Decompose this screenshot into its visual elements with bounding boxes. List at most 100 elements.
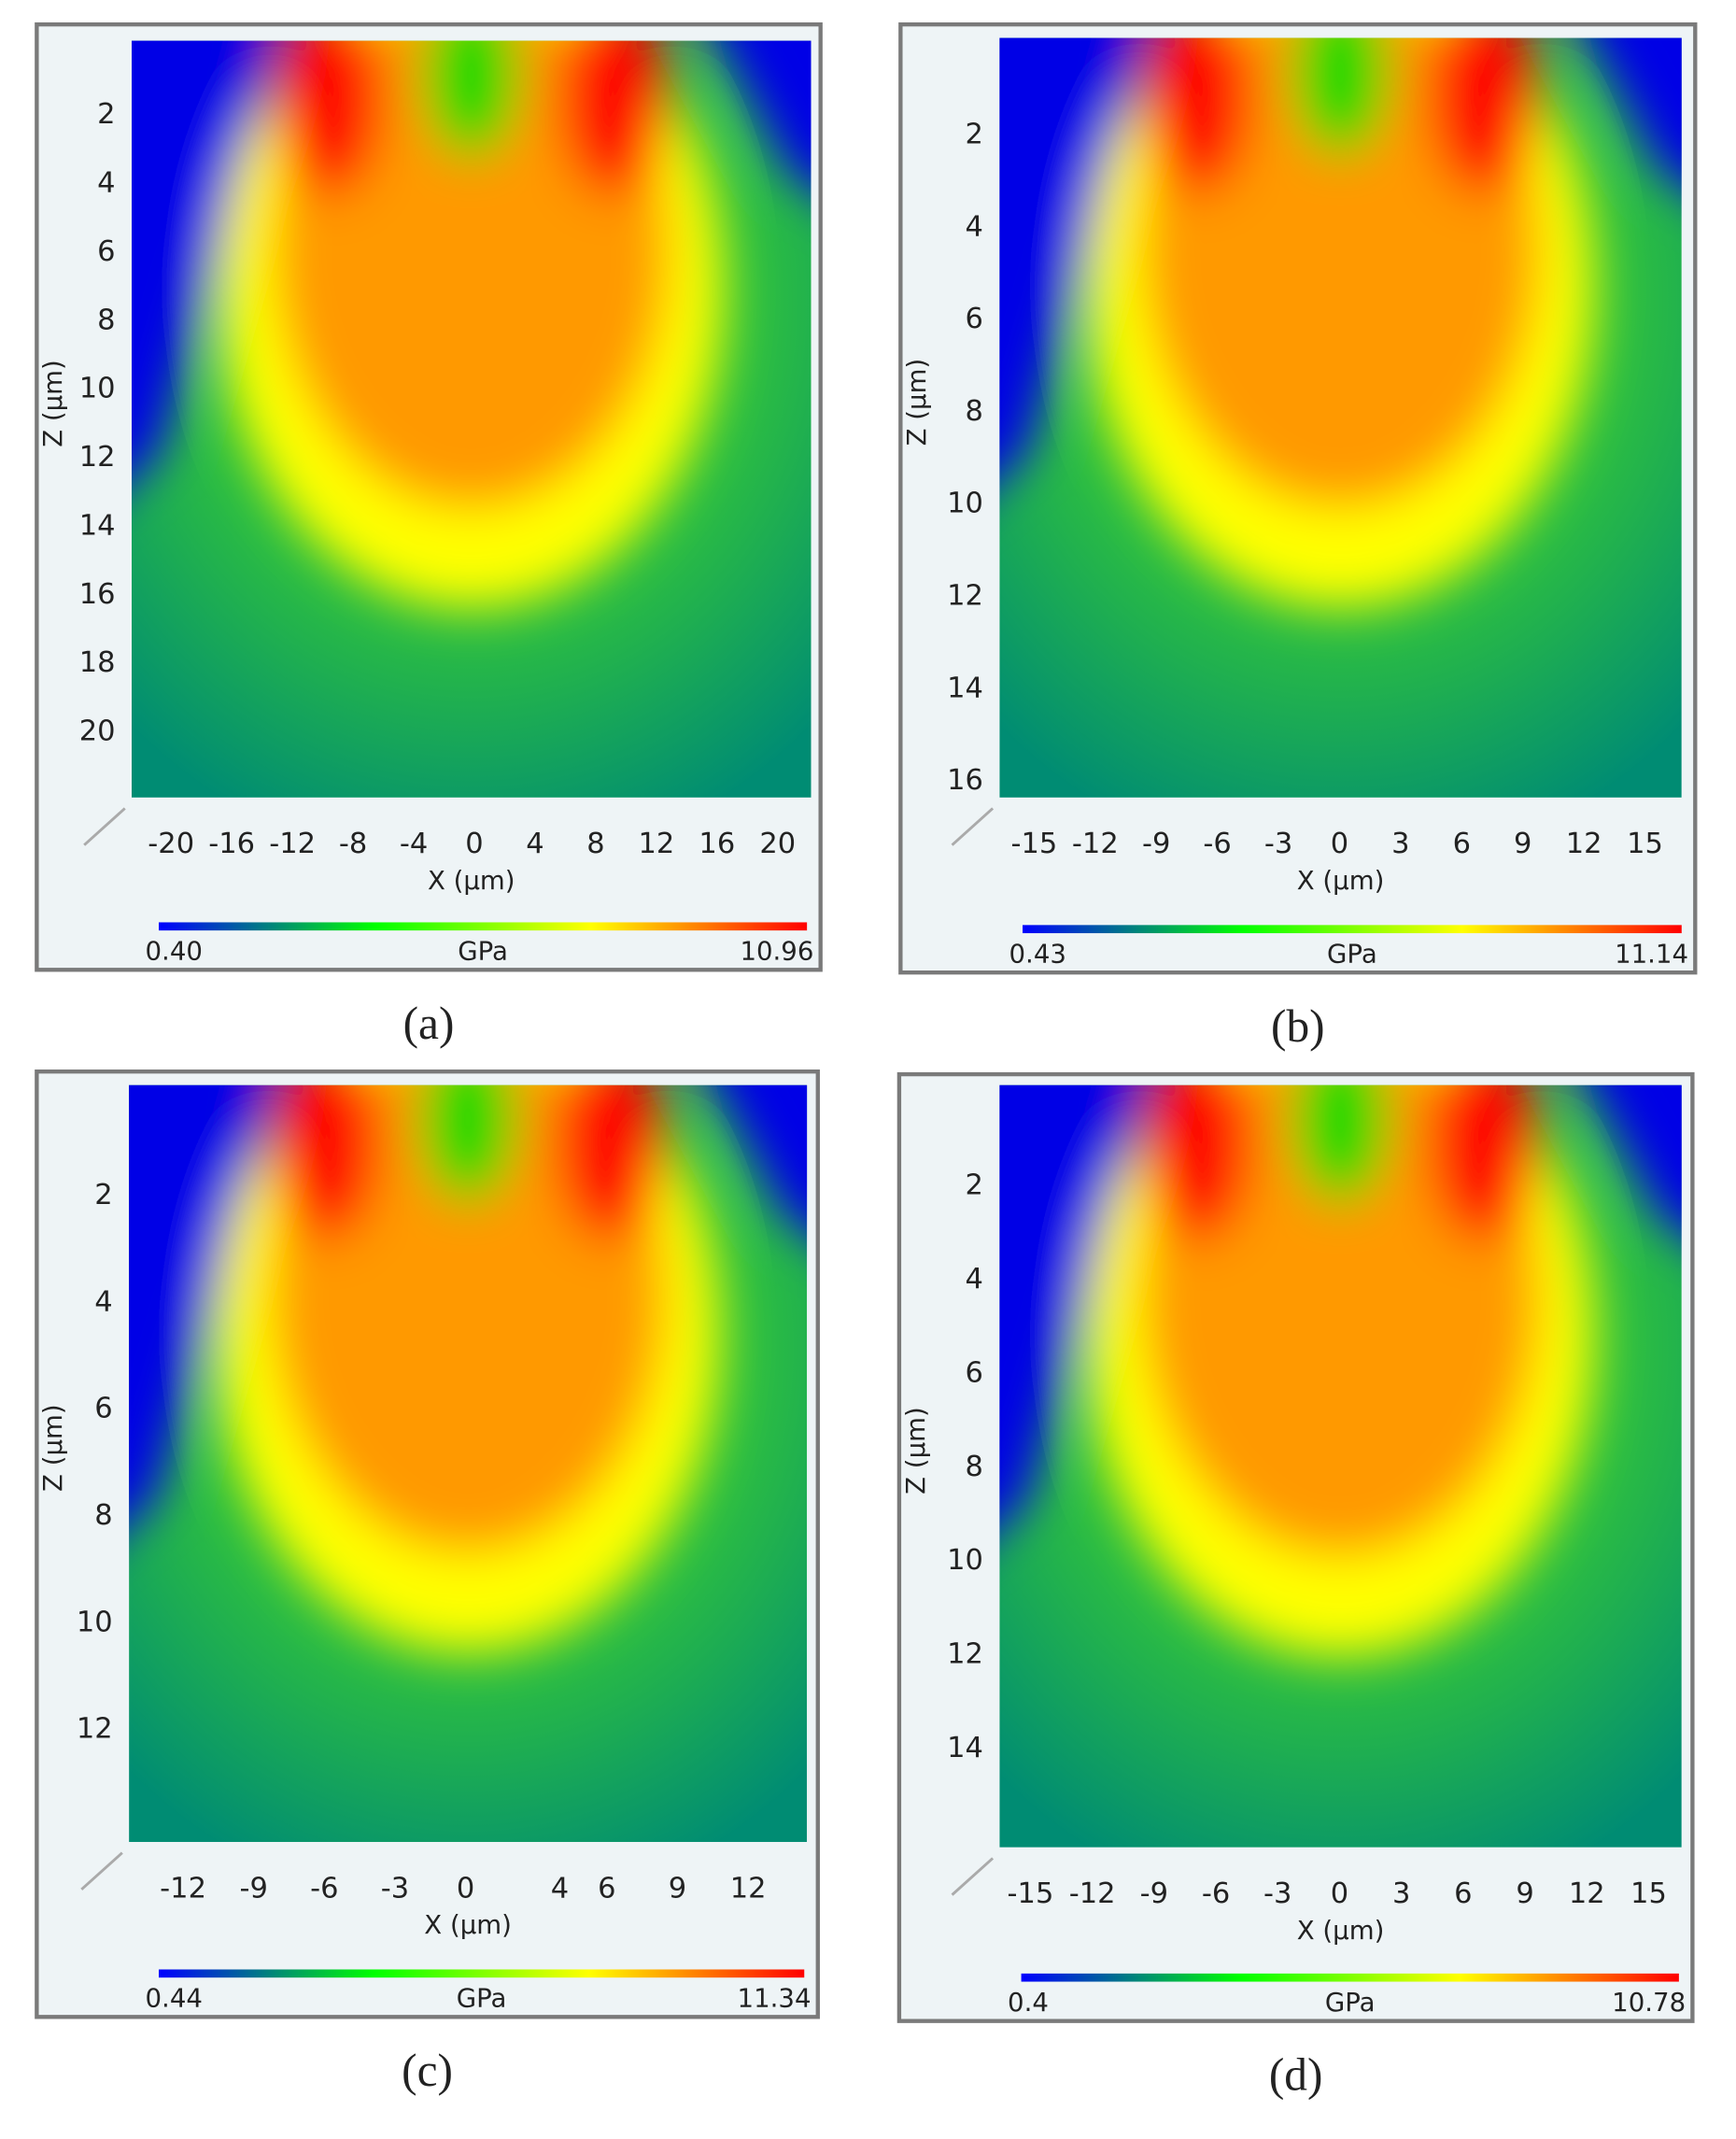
heatmap-field — [999, 37, 1682, 607]
x-axis-label: X (µm) — [1297, 1915, 1385, 1946]
corner-line — [80, 1851, 123, 1891]
blue-region — [1588, 37, 1682, 184]
colorbar-max: 10.78 — [1612, 1987, 1686, 2018]
red-region — [1429, 37, 1539, 194]
y-tick-label: 14 — [947, 672, 983, 704]
x-tick-label: -12 — [269, 828, 316, 860]
heatmap — [131, 40, 812, 798]
red-region — [1429, 1084, 1539, 1242]
x-tick-label: 0 — [465, 828, 483, 860]
red-region — [556, 1084, 665, 1241]
colorbar — [159, 922, 808, 931]
heatmap — [999, 37, 1682, 798]
x-tick-label: -9 — [240, 1872, 268, 1905]
y-axis-label: Z (µm) — [901, 359, 932, 446]
blue-region — [131, 40, 272, 477]
orange-region — [1142, 37, 1539, 508]
colorbar-min: 0.40 — [146, 935, 203, 966]
y-tick-label: 6 — [966, 303, 983, 335]
y-tick-label: 8 — [966, 1451, 983, 1483]
x-tick-label: 9 — [1516, 1877, 1533, 1910]
x-tick-label: -9 — [1140, 1877, 1168, 1910]
y-tick-label: 4 — [94, 1285, 112, 1318]
heatmap-field — [131, 40, 812, 608]
y-tick-label: 4 — [966, 210, 983, 243]
x-tick-label: 16 — [699, 828, 735, 860]
x-tick-label: -12 — [1069, 1877, 1116, 1910]
y-tick-label: 8 — [966, 395, 983, 428]
x-tick-label: 6 — [598, 1872, 615, 1905]
colorbar-max: 10.96 — [740, 935, 813, 966]
blue-region — [129, 1084, 269, 1522]
y-tick-label: 16 — [79, 578, 116, 611]
y-tick-label: 12 — [79, 441, 116, 474]
x-tick-label: 3 — [1392, 1877, 1410, 1910]
x-tick-label: 9 — [669, 1872, 686, 1905]
y-tick-label: 2 — [97, 98, 115, 131]
panel-label: (d) — [1269, 2048, 1323, 2100]
y-tick-label: 10 — [947, 1544, 983, 1577]
y-tick-label: 16 — [947, 764, 983, 797]
red-region — [559, 40, 669, 197]
colorbar-unit: GPa — [457, 1982, 507, 2013]
x-tick-label: -6 — [1203, 828, 1231, 860]
heatmap — [999, 1084, 1682, 1848]
x-tick-label: -8 — [339, 828, 367, 860]
corner-line — [951, 1857, 995, 1896]
colorbar-max: 11.14 — [1615, 938, 1688, 969]
y-tick-label: 6 — [966, 1356, 983, 1389]
y-tick-label: 6 — [94, 1393, 112, 1425]
y-tick-label: 8 — [94, 1499, 112, 1532]
colorbar — [1021, 1973, 1679, 1982]
blue-region — [999, 1084, 1140, 1525]
x-tick-label: 12 — [1566, 828, 1602, 860]
x-tick-label: -15 — [1008, 1877, 1054, 1910]
heatmap-field — [129, 1084, 808, 1652]
y-axis-label: Z (µm) — [900, 1407, 931, 1494]
y-tick-label: 10 — [79, 373, 116, 405]
x-tick-label: 3 — [1391, 828, 1409, 860]
x-tick-label: 0 — [1331, 1877, 1348, 1910]
blue-region — [1588, 1084, 1682, 1232]
y-tick-label: 12 — [77, 1713, 113, 1746]
x-axis-label: X (µm) — [428, 865, 515, 896]
y-tick-label: 14 — [947, 1732, 983, 1764]
x-axis-label: X (µm) — [1297, 865, 1385, 896]
x-tick-label: 12 — [1569, 1877, 1605, 1910]
y-axis-label: Z (µm) — [37, 360, 68, 447]
x-tick-label: 0 — [457, 1872, 474, 1905]
y-tick-label: 2 — [94, 1179, 112, 1211]
red-region — [1142, 1084, 1252, 1242]
panel: -20 -16 -12 -8 -4 0 4 8 12 16 202468101214161820X … — [35, 21, 823, 1049]
y-tick-label: 8 — [97, 304, 115, 336]
x-tick-label: -12 — [160, 1872, 206, 1905]
y-tick-label: 12 — [947, 1638, 983, 1671]
y-tick-label: 10 — [77, 1606, 113, 1638]
x-tick-label: -6 — [310, 1872, 338, 1905]
colorbar-max: 11.34 — [738, 1982, 812, 2013]
x-tick-label: -15 — [1011, 828, 1058, 860]
x-tick-label: 6 — [1454, 1877, 1472, 1910]
green-notch — [423, 40, 519, 159]
heatmap — [129, 1084, 808, 1842]
x-tick-label: -6 — [1202, 1877, 1230, 1910]
colorbar — [159, 1969, 805, 1978]
y-tick-label: 18 — [79, 646, 116, 679]
x-tick-label: 15 — [1627, 828, 1663, 860]
x-tick-label: -20 — [148, 828, 194, 860]
panel: -15 -12 -9 -6 -3 0 3 6 9 12 15 2 4 6 8 10 12 14 X (µm) Z (µ… — [896, 1071, 1695, 2100]
green-notch — [1292, 1084, 1389, 1204]
colorbar-unit: GPa — [458, 935, 508, 966]
x-tick-label: -16 — [208, 828, 255, 860]
x-axis-label: X (µm) — [424, 1909, 512, 1940]
x-tick-label: -12 — [1072, 828, 1119, 860]
orange-region — [271, 1084, 665, 1553]
y-tick-label: 12 — [947, 579, 983, 612]
x-tick-label: 15 — [1630, 1877, 1667, 1910]
y-tick-label: 14 — [79, 509, 116, 542]
y-tick-label: 20 — [79, 715, 116, 748]
y-tick-label: 6 — [97, 235, 115, 268]
x-tick-label: 9 — [1514, 828, 1531, 860]
x-tick-label: 20 — [759, 828, 796, 860]
